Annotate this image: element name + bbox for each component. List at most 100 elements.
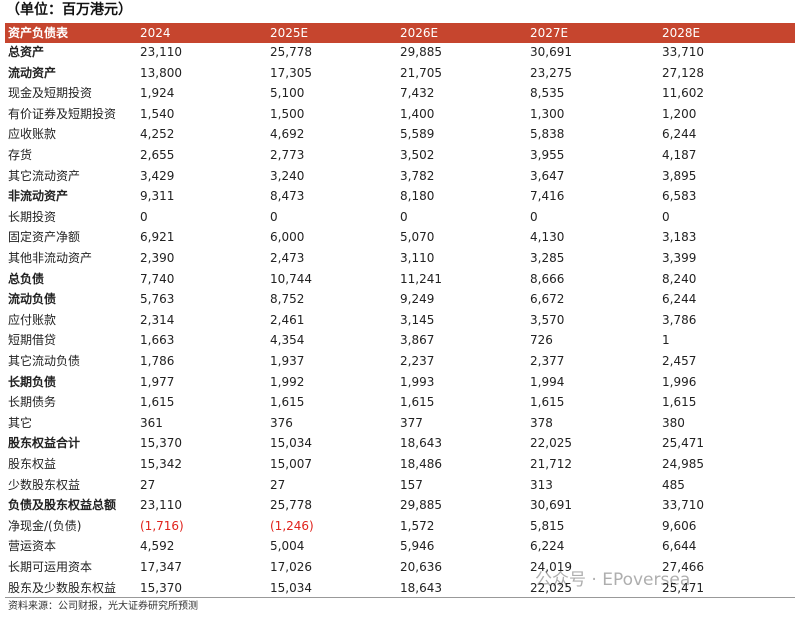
cell: 3,240 [270, 168, 305, 183]
cell: 3,145 [400, 312, 435, 327]
cell: 485 [662, 477, 685, 492]
row-label: 短期借贷 [8, 333, 57, 348]
cell: 6,224 [530, 539, 565, 554]
cell: 3,895 [662, 168, 697, 183]
cell: 4,187 [662, 148, 697, 162]
cell: 313 [530, 477, 553, 492]
cell: 20,636 [400, 560, 442, 574]
cell: 726 [530, 333, 553, 348]
cell: 27 [140, 477, 156, 492]
row-label: 长期投资 [8, 209, 57, 224]
cell: 33,710 [662, 498, 704, 513]
cell: 6,644 [662, 539, 697, 554]
cell: 8,473 [270, 189, 305, 204]
cell: 11,241 [400, 271, 442, 286]
cell: 6,583 [662, 189, 697, 204]
row-label: 股东权益合计 [8, 436, 81, 451]
cell: 3,782 [400, 168, 435, 183]
cell: 1,993 [400, 374, 435, 389]
cell: 6,672 [530, 292, 565, 307]
cell: 1,663 [140, 333, 175, 348]
cell: 2,237 [400, 354, 435, 368]
cell: 15,370 [140, 436, 182, 451]
cell: 8,666 [530, 271, 565, 286]
row-label: 其它 [8, 415, 33, 430]
cell: 22,025 [530, 580, 572, 595]
cell: 1,615 [662, 395, 697, 410]
source-note: 资料来源：公司财报，光大证券研究所预测 [8, 601, 198, 612]
cell: 21,712 [530, 457, 572, 471]
cell: 1,615 [270, 395, 305, 410]
cell: 15,034 [270, 580, 312, 595]
row-label: 股东权益 [8, 457, 57, 471]
cell: 15,370 [140, 580, 182, 595]
cell: 8,535 [530, 86, 565, 101]
cell: 29,885 [400, 498, 442, 513]
cell: 1,200 [662, 106, 697, 121]
cell: 10,744 [270, 271, 312, 286]
cell: 2,390 [140, 251, 175, 265]
cell: 361 [140, 415, 163, 430]
cell: 2,655 [140, 148, 175, 162]
cell: 11,602 [662, 86, 704, 101]
cell: 15,342 [140, 457, 182, 471]
cell: 17,026 [270, 560, 312, 574]
cell: 1,937 [270, 354, 305, 368]
cell: 1,994 [530, 374, 565, 389]
header-cell: 资产负债表 [8, 26, 69, 40]
cell: 0 [270, 209, 278, 224]
cell: (1,716) [140, 518, 184, 533]
cell: 377 [400, 415, 423, 430]
watermark: 公众号 · EPoversea [535, 570, 691, 590]
cell: 4,252 [140, 127, 175, 142]
cell: 3,570 [530, 312, 565, 327]
cell: 29,885 [400, 45, 442, 59]
cell: 3,502 [400, 148, 435, 162]
cell: 9,311 [140, 189, 175, 204]
cell: 27,466 [662, 560, 704, 574]
row-label: 营运资本 [8, 539, 57, 554]
cell: 5,946 [400, 539, 435, 554]
cell: 2,314 [140, 312, 175, 327]
header-bar [5, 23, 795, 43]
cell: 15,007 [270, 457, 312, 471]
row-label: 其它流动资产 [8, 168, 81, 183]
row-label: 长期可运用资本 [8, 560, 93, 574]
row-label: 现金及短期投资 [8, 86, 93, 101]
cell: 2,773 [270, 148, 305, 162]
cell: 4,592 [140, 539, 175, 554]
header-cell: 2027E [530, 26, 569, 40]
cell: 27 [270, 477, 286, 492]
cell: 3,399 [662, 251, 697, 265]
cell: 7,432 [400, 86, 435, 101]
row-label: 总负债 [8, 271, 45, 286]
row-label: 净现金/(负债) [8, 518, 82, 533]
cell: 30,691 [530, 498, 572, 513]
cell: 23,110 [140, 498, 182, 513]
row-label: 固定资产净额 [8, 230, 81, 245]
cell: 3,867 [400, 333, 435, 348]
header-cell: 2028E [662, 26, 701, 40]
cell: 378 [530, 415, 553, 430]
row-label: 流动负债 [8, 292, 57, 307]
cell: 25,778 [270, 45, 312, 59]
cell: 8,240 [662, 271, 697, 286]
cell: 9,606 [662, 518, 697, 533]
row-label: 存货 [8, 148, 33, 162]
cell: 17,347 [140, 560, 182, 574]
cell: 380 [662, 415, 685, 430]
cell: 1,996 [662, 374, 697, 389]
cell: 1,924 [140, 86, 175, 101]
cell: 4,692 [270, 127, 305, 142]
table-title: （单位：百万港元） [6, 2, 132, 18]
cell: 2,473 [270, 251, 305, 265]
cell: 5,838 [530, 127, 565, 142]
row-label: 其它流动负债 [8, 354, 81, 368]
row-label: 应付账款 [8, 312, 57, 327]
cell: 18,643 [400, 580, 442, 595]
cell: 5,004 [270, 539, 305, 554]
row-label: 流动资产 [8, 65, 57, 80]
row-label: 有价证券及短期投资 [8, 106, 117, 121]
row-label: 应收账款 [8, 127, 57, 142]
